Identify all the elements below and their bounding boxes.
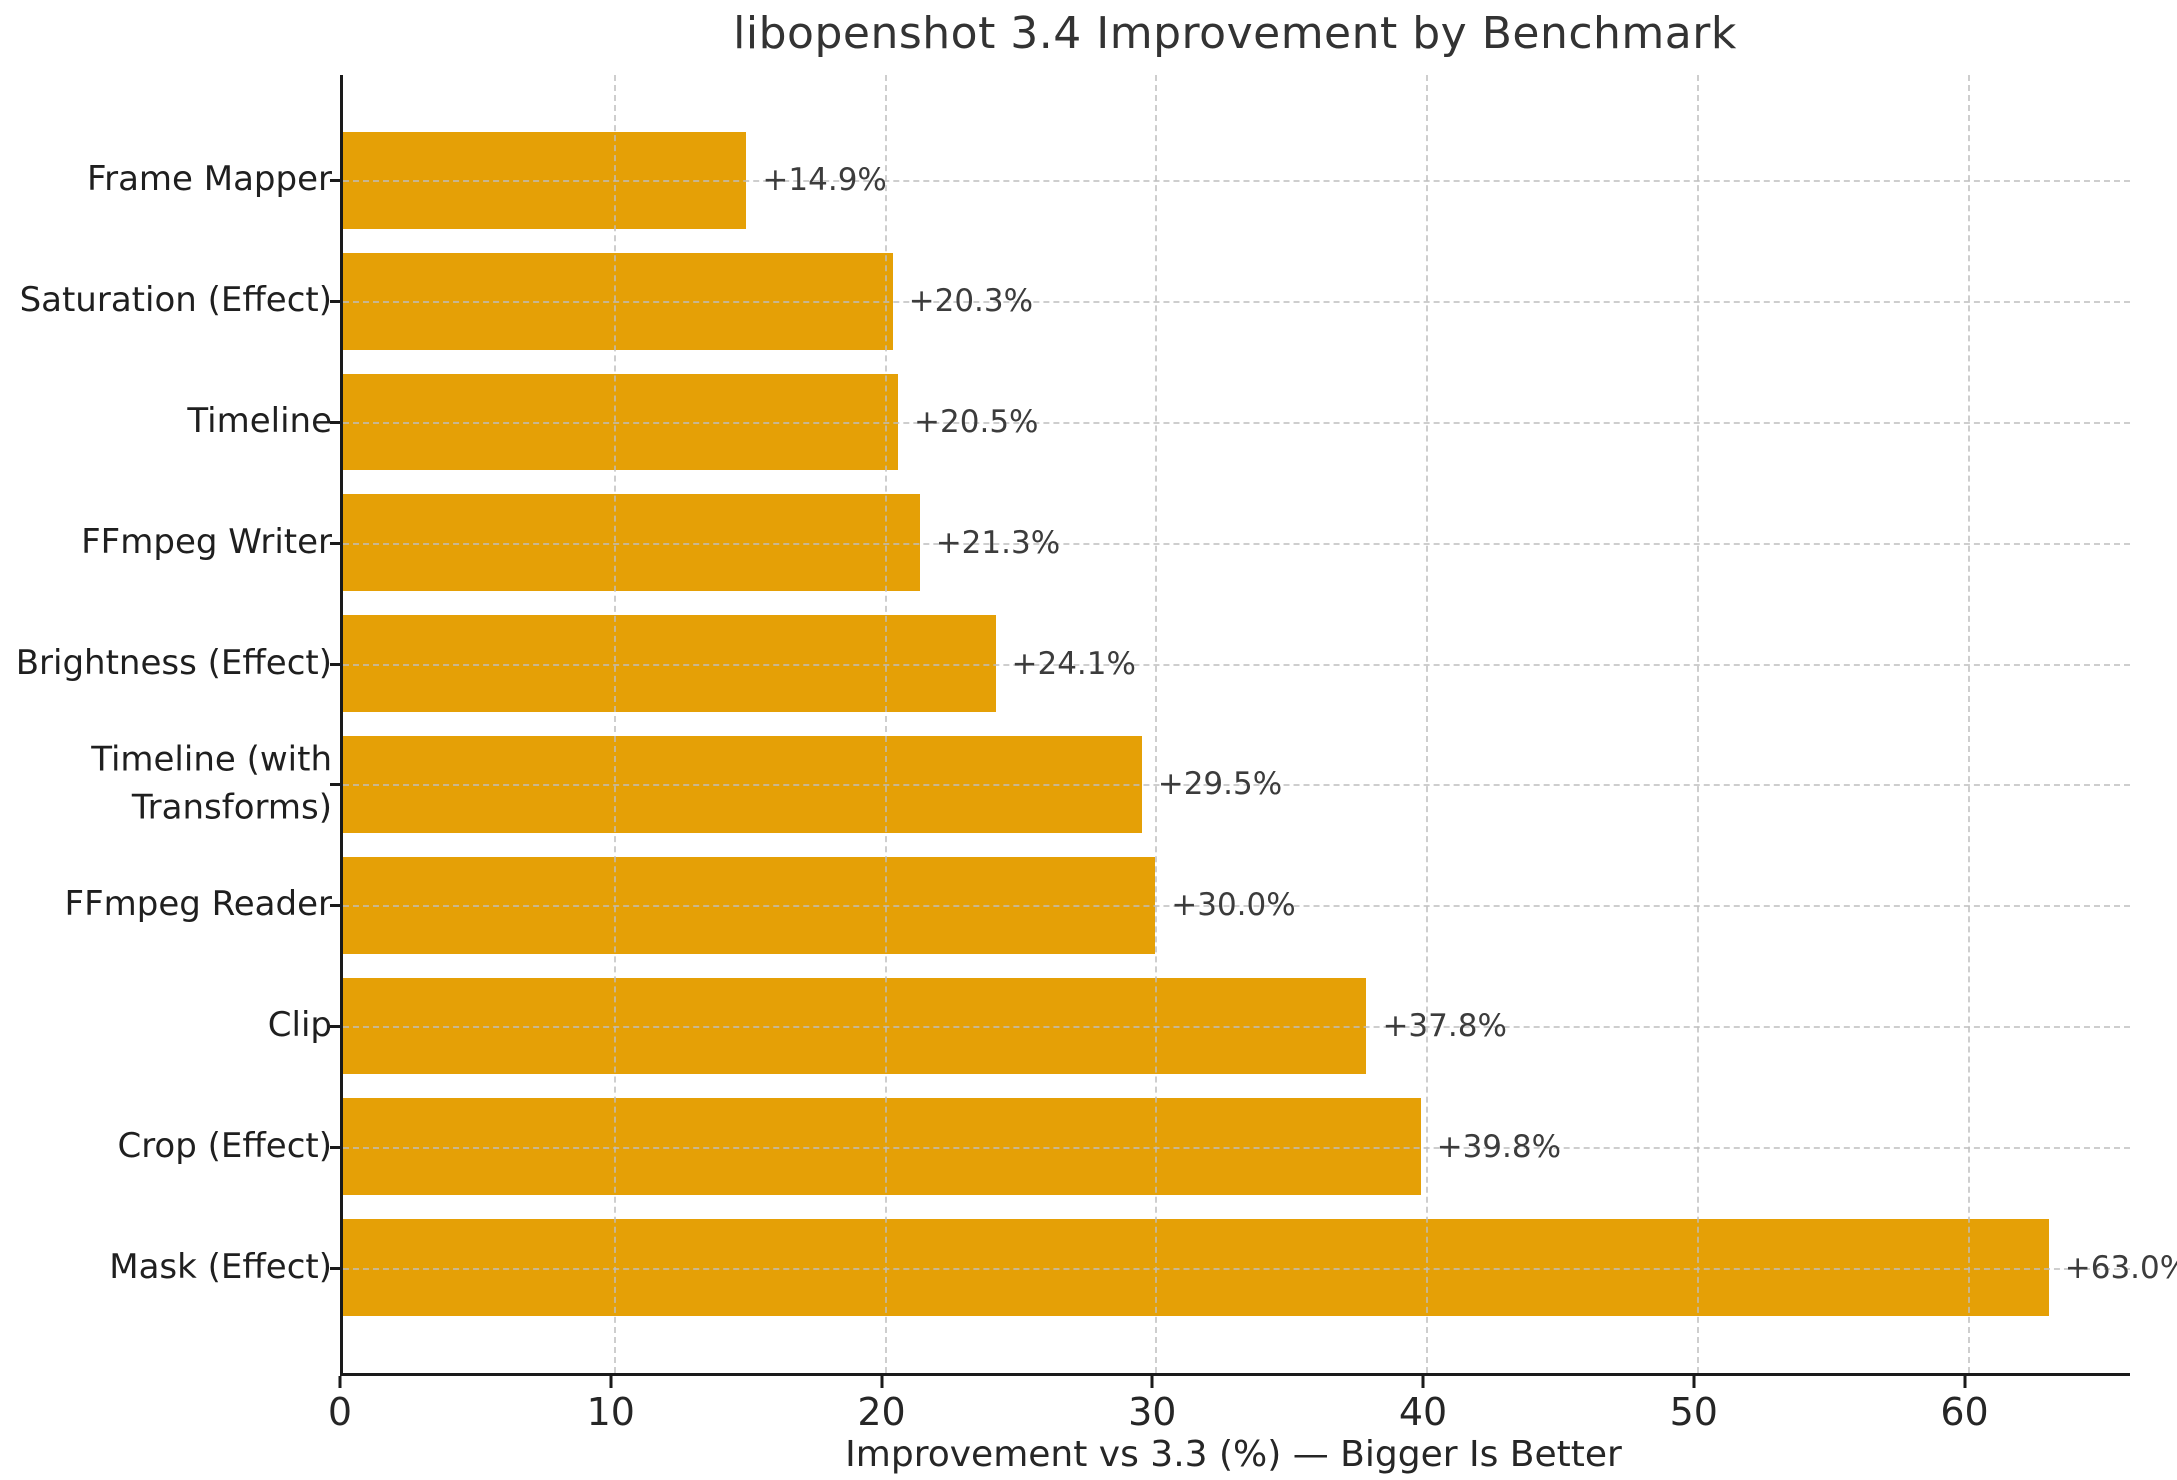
y-axis-label: Crop (Effect): [117, 1125, 332, 1166]
bar-row: Crop (Effect) +39.8%: [117, 1086, 2130, 1207]
y-axis-label: FFmpeg Reader: [64, 884, 332, 925]
bar-value-label: +29.5%: [1157, 766, 1283, 803]
vertical-gridline: [1696, 75, 1699, 1373]
x-tick: [880, 1376, 883, 1388]
x-tick-label: 20: [857, 1390, 906, 1434]
y-tick: [330, 1145, 340, 1149]
x-tick-label: 40: [1398, 1390, 1448, 1434]
y-tick: [330, 662, 340, 666]
bar-row: Timeline +20.5%: [187, 362, 2130, 483]
bar-value-label: +30.0%: [1171, 887, 1296, 924]
y-tick: [330, 1266, 340, 1270]
horizontal-gridline: [343, 784, 2130, 787]
bar-value-label: +63.0%: [2064, 1249, 2177, 1286]
horizontal-gridline: [343, 421, 2130, 424]
vertical-gridline: [1967, 75, 1970, 1373]
x-tick: [1421, 1376, 1425, 1388]
x-tick: [338, 1376, 342, 1388]
bar-value-label: +21.3%: [935, 524, 1061, 561]
y-axis-label: Brightness (Effect): [15, 642, 332, 683]
y-tick: [330, 541, 340, 545]
bar-value-label: +14.9%: [762, 162, 887, 199]
y-axis-label: Timeline: [187, 401, 332, 442]
x-tick: [1150, 1376, 1154, 1388]
horizontal-gridline: [343, 1025, 2130, 1028]
x-axis: 0 10 20 30 40 50 60: [328, 1376, 2127, 1438]
y-axis-label: Saturation (Effect): [19, 280, 332, 321]
y-tick: [330, 904, 340, 908]
x-tick: [1963, 1376, 1967, 1388]
bar-row: Timeline (with Transforms) +29.5%: [91, 724, 2130, 845]
bar-value-label: +20.5%: [914, 403, 1039, 440]
bar-value-label: +24.1%: [1011, 645, 1136, 682]
y-tick: [330, 300, 340, 304]
vertical-gridline: [613, 75, 616, 1373]
horizontal-gridline: [343, 542, 2130, 545]
y-axis-label: Mask (Effect): [109, 1246, 332, 1287]
y-axis-label: FFmpeg Writer: [81, 521, 332, 562]
vertical-gridline: [1155, 75, 1158, 1373]
bar-rows: Frame Mapper +14.9% Saturation (Effect) +20…: [16, 120, 2177, 1328]
horizontal-gridline: [343, 905, 2130, 908]
x-tick-label: 60: [1940, 1390, 1989, 1434]
horizontal-gridline: [343, 663, 2130, 666]
x-tick-label: 0: [327, 1390, 353, 1434]
plot-area: Frame Mapper +14.9% Saturation (Effect) +20…: [16, 75, 2177, 1376]
bar-row: FFmpeg Reader +30.0%: [65, 845, 2130, 966]
x-tick-label: 10: [586, 1390, 635, 1434]
x-tick: [609, 1376, 613, 1388]
x-tick-label: 50: [1669, 1390, 1718, 1434]
y-tick: [330, 420, 340, 424]
bar-row: Mask (Effect) +63.0%: [109, 1207, 2177, 1328]
bar-value-label: +20.3%: [908, 283, 1034, 320]
bar-row: Brightness (Effect) +24.1%: [16, 603, 2130, 724]
vertical-gridline: [1426, 75, 1429, 1373]
x-tick-label: 30: [1128, 1390, 1177, 1434]
y-axis-label: Frame Mapper: [87, 159, 332, 200]
horizontal-gridline: [343, 1267, 2130, 1270]
vertical-gridline: [884, 75, 887, 1373]
bar-value-label: +37.8%: [1382, 1007, 1507, 1044]
bar-row: Saturation (Effect) +20.3%: [20, 241, 2130, 362]
bar-row: Clip +37.8%: [268, 966, 2130, 1087]
horizontal-gridline: [343, 180, 2130, 183]
bar-value-label: +39.8%: [1436, 1128, 1562, 1165]
chart-title: libopenshot 3.4 Improvement by Benchmark: [733, 8, 1737, 59]
y-axis-label: Clip: [267, 1005, 332, 1046]
horizontal-gridline: [343, 1146, 2130, 1149]
horizontal-gridline: [343, 301, 2130, 304]
bar-row: Frame Mapper +14.9%: [87, 120, 2130, 241]
bar-row: FFmpeg Writer +21.3%: [81, 482, 2130, 603]
y-tick: [330, 1024, 340, 1028]
x-tick: [1692, 1376, 1696, 1388]
x-axis-label: Improvement vs 3.3 (%) — Bigger Is Bette…: [845, 1434, 1622, 1475]
y-axis-label: Timeline (with Transforms): [91, 739, 332, 828]
y-tick: [330, 179, 340, 183]
y-tick: [330, 783, 340, 787]
